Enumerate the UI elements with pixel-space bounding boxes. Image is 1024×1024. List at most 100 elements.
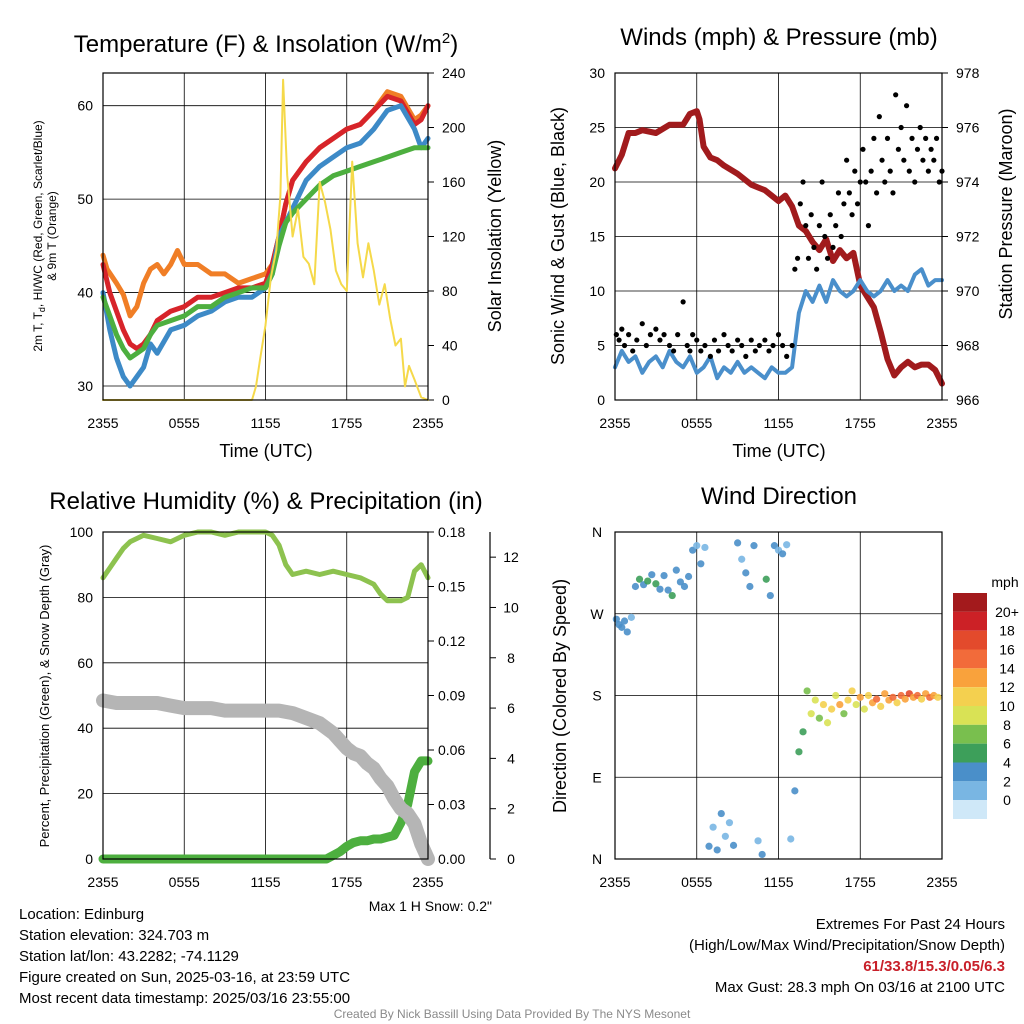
wind-direction-point: [864, 691, 873, 700]
colorbar-title: mph: [991, 574, 1018, 590]
wind-direction-point: [635, 575, 644, 583]
wind-direction-point: [901, 695, 909, 703]
pressure-y2-tick-label: 966: [956, 392, 980, 408]
gust-point: [661, 332, 667, 338]
winds-x-tick-label: 1155: [763, 415, 793, 431]
precip-y2-tick-label: 0.15: [438, 579, 465, 595]
snow-depth-tick-label: 8: [507, 650, 515, 666]
humidity-panel: Relative Humidity (%) & Precipitation (i…: [37, 488, 519, 914]
humidity-y-tick-label: 60: [77, 655, 93, 671]
temperature-x-label: Time (UTC): [219, 441, 312, 461]
wind-direction-point: [701, 543, 709, 552]
wind-direction-point: [840, 710, 848, 718]
wind-direction-point: [828, 705, 836, 713]
gust-point: [895, 146, 902, 152]
gust-point: [857, 179, 863, 185]
temperature-y-label-part1: 2m T, T: [31, 311, 45, 351]
pressure-y2-tick-label: 970: [956, 283, 980, 299]
wind-direction-point: [807, 710, 815, 718]
winds-y-tick-label: 15: [589, 229, 605, 245]
gust-point: [882, 179, 888, 185]
humidity-x-tick-label: 1755: [331, 874, 362, 890]
wind-direction-x-tick-label: 1155: [763, 874, 793, 890]
created-text: Figure created on Sun, 2025-03-16, at 23…: [19, 969, 351, 986]
winds-x-tick-label: 0555: [681, 415, 712, 431]
gust-point: [841, 201, 847, 207]
humidity-line: [100, 529, 431, 604]
gust-point: [824, 255, 831, 261]
gust-point: [784, 353, 790, 359]
colorbar-swatch: [953, 649, 987, 669]
extremes-title: Extremes For Past 24 Hours: [815, 916, 1005, 933]
gust-point: [680, 299, 686, 305]
gust-point: [715, 348, 722, 354]
colorbar-swatch: [953, 611, 987, 631]
gust-point: [912, 179, 918, 185]
wind-direction-y-tick-label: N: [592, 524, 602, 540]
wind-direction-point: [815, 714, 823, 722]
colorbar-label: 14: [999, 660, 1015, 676]
gust-point: [876, 114, 882, 120]
wind-direction-point: [852, 700, 860, 709]
gust-point: [721, 332, 727, 338]
wind-direction-point: [844, 696, 852, 704]
gust-point: [933, 135, 940, 141]
temperature-x-tick-label: 1155: [250, 415, 280, 431]
colorbar-swatch: [953, 724, 987, 744]
wind-direction-point: [734, 539, 742, 547]
winds-x-tick-label: 2355: [599, 415, 630, 431]
gust-point: [756, 342, 763, 349]
wind-direction-point: [729, 841, 738, 849]
gust-point: [653, 326, 659, 332]
max-gust-text: Max Gust: 28.3 mph On 03/16 at 2100 UTC: [714, 979, 1005, 996]
wind-direction-point: [725, 819, 734, 827]
gust-point: [792, 266, 798, 272]
gust-point: [874, 190, 880, 196]
wind-direction-point: [917, 695, 926, 703]
extremes-values: 61/33.8/15.3/0.05/6.3: [863, 958, 1005, 975]
gust-point: [852, 168, 858, 174]
recent-data-text: Most recent data timestamp: 2025/03/16 2…: [19, 990, 351, 1007]
colorbar-swatch: [953, 687, 987, 706]
gust-point: [643, 342, 649, 349]
wind-direction-point: [856, 693, 864, 701]
gust-point: [898, 124, 904, 131]
temperature-y-label-line2: & 9m T (Orange): [45, 191, 59, 281]
colorbar-label: 2: [1003, 773, 1011, 789]
gust-point: [666, 342, 673, 349]
snow-depth-tick-label: 4: [507, 750, 515, 766]
winds-y-tick-label: 25: [589, 120, 605, 136]
snow-depth-tick-label: 10: [503, 599, 519, 615]
wind-direction-y-label: Direction (Colored By Speed): [550, 579, 570, 813]
gust-point: [729, 348, 735, 354]
wind-direction-point: [693, 542, 701, 550]
gust-point: [879, 157, 885, 163]
humidity-plot-frame: [102, 531, 429, 860]
wind-direction-y-tick-label: S: [592, 688, 601, 704]
pressure-y2-tick-label: 974: [956, 174, 980, 190]
temperature-series-line: [100, 145, 431, 361]
gust-point: [707, 353, 713, 359]
gust-point: [803, 223, 809, 229]
gust-point: [819, 179, 825, 185]
gust-point: [816, 223, 822, 229]
gust-point: [794, 255, 801, 261]
humidity-y-tick-label: 80: [77, 589, 93, 605]
wind-direction-point: [889, 693, 897, 701]
gust-point: [779, 342, 786, 349]
gust-point: [887, 168, 893, 174]
location-text: Location: Edinburg: [19, 906, 145, 923]
insolation-y2-tick-label: 0: [442, 392, 450, 408]
gust-point: [901, 157, 907, 163]
gust-point: [684, 342, 690, 349]
wind-direction-point: [656, 585, 664, 593]
humidity-y-tick-label: 40: [77, 720, 93, 736]
gust-point: [766, 348, 772, 354]
wind-direction-x-tick-label: 2355: [926, 874, 957, 890]
wind-direction-point: [750, 542, 758, 550]
insolation-y2-tick-label: 120: [442, 229, 466, 245]
wind-speed-line: [613, 267, 944, 381]
gust-point: [849, 212, 855, 218]
gust-point: [865, 223, 872, 229]
